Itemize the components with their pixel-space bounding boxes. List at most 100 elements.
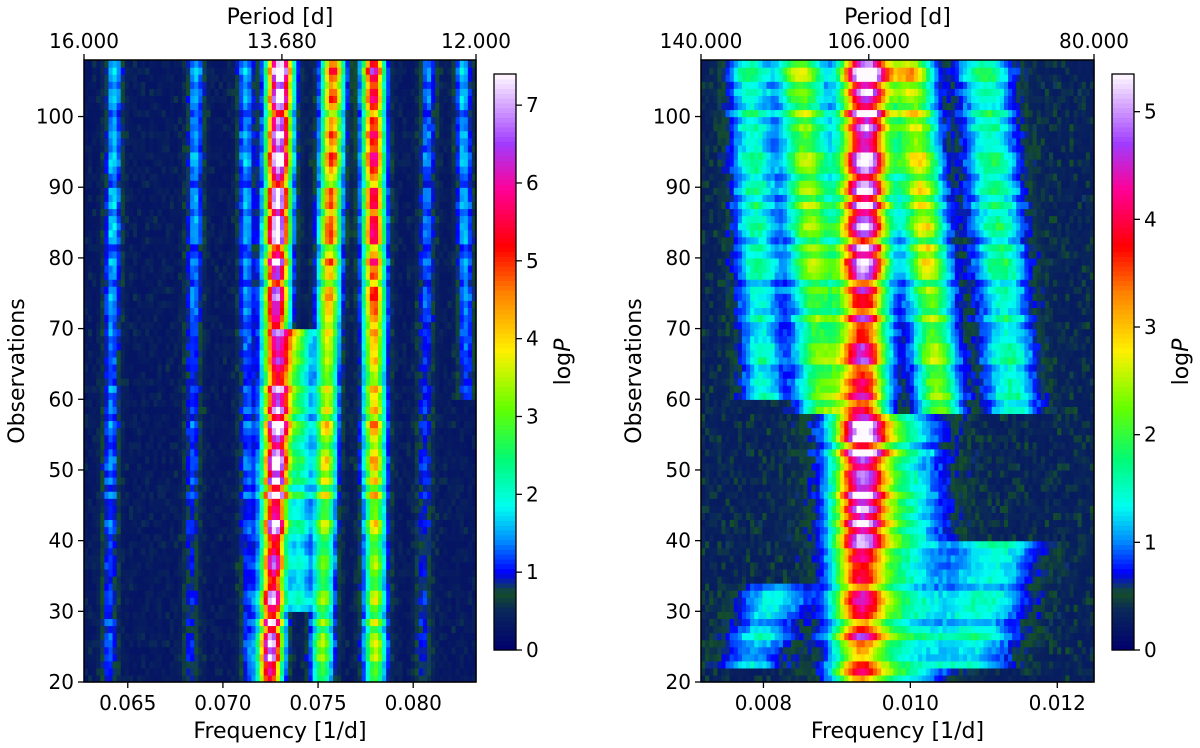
heatmap-cell — [459, 590, 465, 598]
heatmap-cell — [431, 399, 436, 407]
heatmap-cell — [365, 420, 371, 429]
heatmap-cell — [288, 568, 293, 577]
heatmap-cell — [410, 363, 416, 372]
heatmap-cell — [92, 484, 97, 492]
heatmap-cell — [153, 371, 159, 379]
heatmap-cell — [275, 427, 281, 436]
heatmap-cell — [177, 484, 183, 492]
heatmap-cell — [112, 568, 118, 577]
heatmap-cell — [100, 321, 106, 330]
heatmap-cell — [153, 321, 159, 330]
heatmap-cell — [96, 561, 101, 570]
heatmap-cell — [467, 434, 473, 443]
heatmap-cell — [239, 533, 244, 542]
heatmap-cell — [84, 307, 89, 316]
heatmap-cell — [406, 462, 412, 471]
heatmap-cell — [222, 540, 228, 549]
heatmap-cell — [194, 328, 199, 337]
heatmap-cell — [247, 491, 253, 499]
heatmap-cell — [467, 462, 473, 471]
heatmap-cell — [92, 469, 97, 478]
heatmap-cell — [357, 392, 363, 400]
heatmap-cell — [222, 533, 228, 542]
heatmap-cell — [116, 618, 122, 627]
heatmap-cell — [292, 639, 297, 648]
heatmap-cell — [353, 462, 359, 471]
heatmap-cell — [214, 477, 220, 485]
heatmap-cell — [337, 561, 342, 570]
heatmap-cell — [312, 498, 318, 506]
heatmap-cell — [133, 371, 138, 379]
heatmap-cell — [267, 583, 273, 591]
heatmap-cell — [157, 547, 163, 556]
heatmap-cell — [226, 533, 232, 542]
heatmap-cell — [451, 618, 457, 627]
heatmap-cell — [459, 448, 465, 457]
heatmap-cell — [422, 349, 428, 358]
heatmap-cell — [312, 512, 318, 521]
heatmap-cell — [422, 378, 428, 386]
heatmap-cell — [271, 618, 277, 627]
heatmap-cell — [341, 314, 346, 323]
heatmap-cell — [341, 335, 346, 344]
heatmap-cell — [173, 356, 179, 365]
heatmap-cell — [451, 385, 457, 393]
heatmap-cell — [137, 371, 142, 379]
heatmap-cell — [84, 632, 89, 641]
heatmap-cell — [427, 653, 432, 662]
heatmap-cell — [141, 674, 146, 683]
heatmap-cell — [324, 526, 330, 535]
heatmap-cell — [349, 625, 355, 634]
heatmap-cell — [88, 667, 93, 676]
heatmap-cell — [386, 434, 391, 443]
heatmap-cell — [296, 590, 302, 598]
heatmap-cell — [124, 413, 130, 422]
heatmap-cell — [378, 540, 383, 549]
heatmap-cell — [455, 639, 461, 648]
heatmap-cell — [414, 356, 420, 365]
heatmap-cell — [235, 342, 240, 351]
heatmap-cell — [259, 328, 265, 337]
heatmap-cell — [218, 371, 224, 379]
heatmap-cell — [414, 660, 420, 669]
heatmap-cell — [210, 590, 216, 598]
heatmap-cell — [100, 526, 106, 535]
heatmap-cell — [194, 314, 199, 323]
heatmap-cell — [386, 420, 391, 429]
heatmap-cell — [292, 653, 297, 662]
heatmap-cell — [153, 448, 159, 457]
heatmap-cell — [275, 533, 281, 542]
heatmap-cell — [463, 413, 469, 422]
heatmap-cell — [84, 561, 89, 570]
heatmap-cell — [149, 575, 155, 584]
heatmap-cell — [471, 406, 477, 415]
heatmap-cell — [218, 498, 224, 506]
heatmap-cell — [439, 371, 444, 379]
heatmap-cell — [435, 427, 440, 436]
heatmap-cell — [280, 568, 285, 577]
heatmap-cell — [128, 484, 134, 492]
heatmap-cell — [369, 674, 375, 683]
heatmap-cell — [280, 632, 285, 641]
heatmap-cell — [431, 498, 436, 506]
heatmap-cell — [329, 653, 334, 662]
heatmap-cell — [455, 378, 461, 386]
heatmap-cell — [455, 420, 461, 429]
heatmap-cell — [398, 385, 404, 393]
heatmap-cell — [308, 434, 314, 443]
heatmap-cell — [337, 618, 342, 627]
heatmap-cell — [116, 469, 122, 478]
heatmap-cell — [239, 385, 244, 393]
heatmap-cell — [329, 363, 334, 372]
heatmap-cell — [108, 533, 114, 542]
heatmap-cell — [410, 653, 416, 662]
heatmap-cell — [439, 674, 444, 683]
heatmap-cell — [345, 328, 351, 337]
heatmap-cell — [353, 448, 359, 457]
heatmap-cell — [459, 392, 465, 400]
heatmap-cell — [447, 667, 453, 676]
heatmap-cell — [202, 505, 208, 513]
heatmap-cell — [173, 568, 179, 577]
heatmap-cell — [247, 554, 253, 563]
heatmap-cell — [308, 491, 314, 499]
